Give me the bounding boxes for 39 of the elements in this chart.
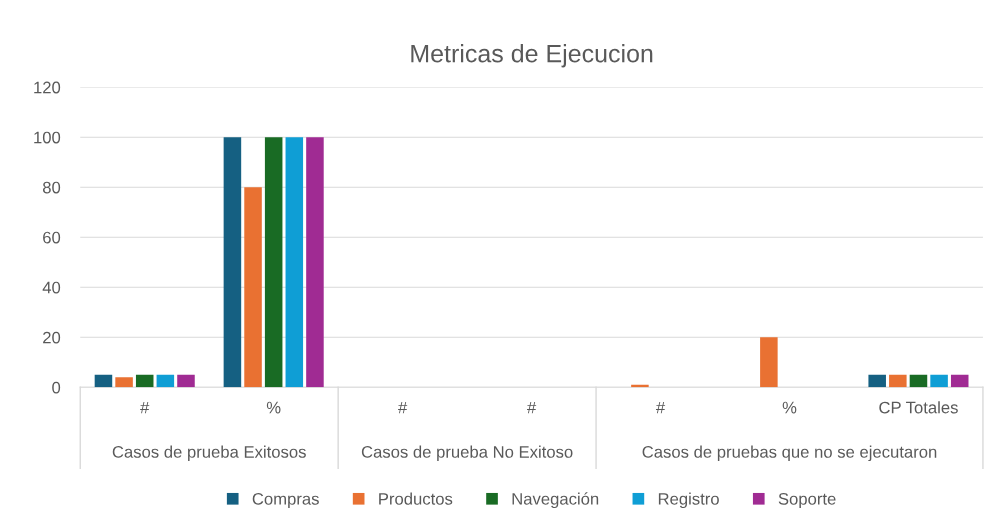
bar [909,374,928,388]
x-tick-label: # [655,401,666,414]
bar [760,337,778,388]
bar [177,374,195,388]
bar [264,137,283,388]
x-tick-label: # [527,401,537,414]
y-tick-label: 120 [34,81,61,94]
legend-label: Productos [379,492,453,505]
bar [223,137,242,388]
y-tick-label: 60 [43,231,61,244]
text: Casos de prueba Exitosos [112,445,306,462]
bar [156,374,175,388]
x-tick-label: % [266,401,281,414]
text: Casos de pruebas que no se ejecutaron [642,445,937,462]
bar [135,374,154,388]
legend-label: Navegación [512,492,599,509]
chart-title: Metricas de Ejecucion [411,44,653,68]
legend-label: Soporte [778,492,836,509]
y-tick-label: 40 [42,281,61,294]
y-tick-label: 0 [52,381,61,394]
legend-label: Registro [658,492,719,509]
x-tick-label: CP Totales [879,401,958,414]
x-tick-label: # [398,401,408,414]
bar [868,374,886,388]
x-tick-label: # [140,401,150,414]
legend-label: Compras [252,492,319,509]
x-tick-label: % [782,401,797,414]
bar [94,374,113,388]
bar [889,374,907,388]
bar [930,374,948,388]
bar [306,137,324,388]
bar [115,377,133,388]
bar [244,187,262,388]
y-tick-label: 20 [43,331,61,344]
bar [285,137,304,388]
text: Casos de prueba No Exitoso [361,445,573,462]
y-tick-label: 80 [42,181,61,194]
y-tick-label: 100 [34,131,61,144]
bar [950,374,969,388]
